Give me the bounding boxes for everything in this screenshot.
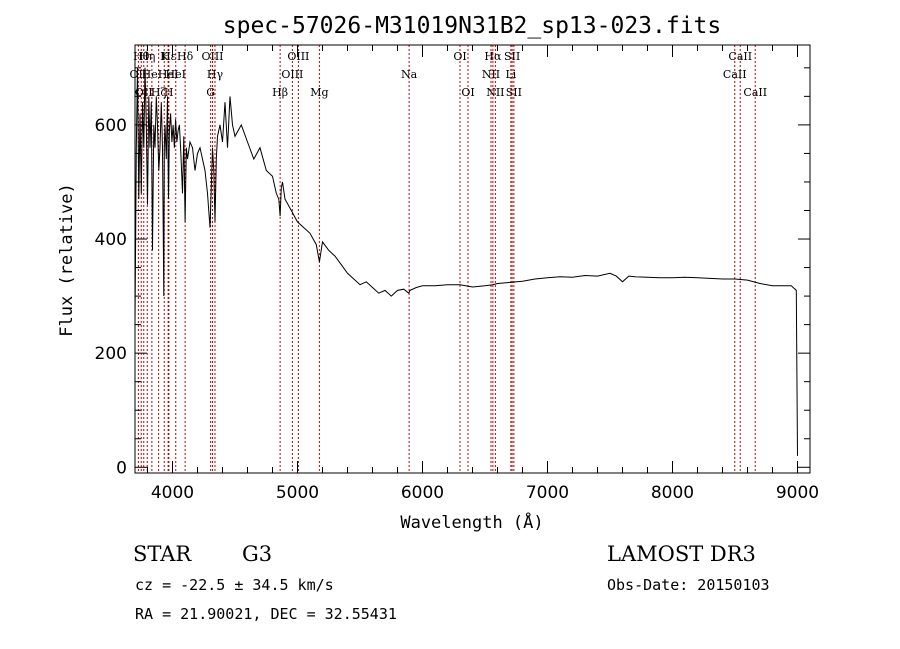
y-tick-label: 0 xyxy=(116,458,127,478)
spectral-line-label: Hε xyxy=(161,50,177,63)
spectral-line-label: OII xyxy=(135,86,153,99)
spectral-line-label: OI xyxy=(461,86,474,99)
spectrum-line xyxy=(134,67,798,456)
x-axis-label: Wavelength (Å) xyxy=(400,511,543,533)
spectral-line-label: Hη xyxy=(139,50,155,63)
chart-title: spec-57026-M31019N31B2_sp13-023.fits xyxy=(223,13,722,39)
spectral-line-label: OIII xyxy=(201,50,223,63)
spectral-line-label: OIII xyxy=(281,68,303,81)
survey-name: LAMOST DR3 xyxy=(607,542,756,566)
x-axis-ticks: 4000 5000 6000 7000 8000 9000 xyxy=(147,45,819,503)
spectral-line-markers xyxy=(137,45,756,473)
spectral-line-label: Hζ xyxy=(151,86,167,99)
spectral-line-label: HeI xyxy=(166,68,186,81)
spectral-line-label: Mg xyxy=(310,86,328,99)
y-tick-label: 600 xyxy=(95,116,127,136)
spectral-line-label: SII xyxy=(506,86,522,99)
spectral-line-label: NII xyxy=(486,86,504,99)
spectral-line-label: Hθ xyxy=(133,50,150,63)
spectral-line-label: G xyxy=(206,86,215,99)
spectral-line-label: CaII xyxy=(728,50,752,63)
spectral-line-label: Hδ xyxy=(177,50,194,63)
spectral-line-label: Hβ xyxy=(272,86,288,99)
spectral-line-label: NII xyxy=(482,68,500,81)
y-axis-label: Flux (relative) xyxy=(57,183,77,337)
spectral-line-label: Hγ xyxy=(207,68,224,81)
spectral-line-label: Na xyxy=(401,68,418,81)
object-subclass: G3 xyxy=(242,542,272,566)
x-tick-label: 7000 xyxy=(526,483,569,503)
x-tick-label: 9000 xyxy=(776,483,819,503)
object-class: STAR xyxy=(133,542,192,566)
spectral-line-label: OI xyxy=(453,50,466,63)
spectral-line-label: K xyxy=(160,50,169,63)
spectral-line-label: HeI xyxy=(158,68,178,81)
plot-frame xyxy=(134,44,811,474)
y-tick-label: 200 xyxy=(95,344,127,364)
x-tick-label: 6000 xyxy=(401,483,444,503)
spectral-line-label: Hα xyxy=(484,50,502,63)
y-axis-ticks: 0 200 400 600 xyxy=(95,67,810,478)
redshift-text: cz = -22.5 ± 34.5 km/s xyxy=(135,576,334,594)
spectral-line-label: H xyxy=(164,86,174,99)
spectral-line-label: CaII xyxy=(723,68,747,81)
x-tick-label: 5000 xyxy=(276,483,319,503)
spectral-line-label: Li xyxy=(505,68,516,81)
spectral-line-label: OII xyxy=(130,68,148,81)
plot-series xyxy=(134,67,798,456)
spectral-line-label: CaII xyxy=(743,86,767,99)
spectral-line-label: HeI xyxy=(142,68,162,81)
spectral-line-label: OIII xyxy=(287,50,309,63)
x-tick-label: 8000 xyxy=(651,483,694,503)
x-tick-label: 4000 xyxy=(151,483,194,503)
spectral-line-label: SII xyxy=(504,50,520,63)
y-tick-label: 400 xyxy=(95,230,127,250)
obs-date: Obs-Date: 20150103 xyxy=(607,576,770,594)
coordinates-text: RA = 21.90021, DEC = 32.55431 xyxy=(135,605,397,623)
